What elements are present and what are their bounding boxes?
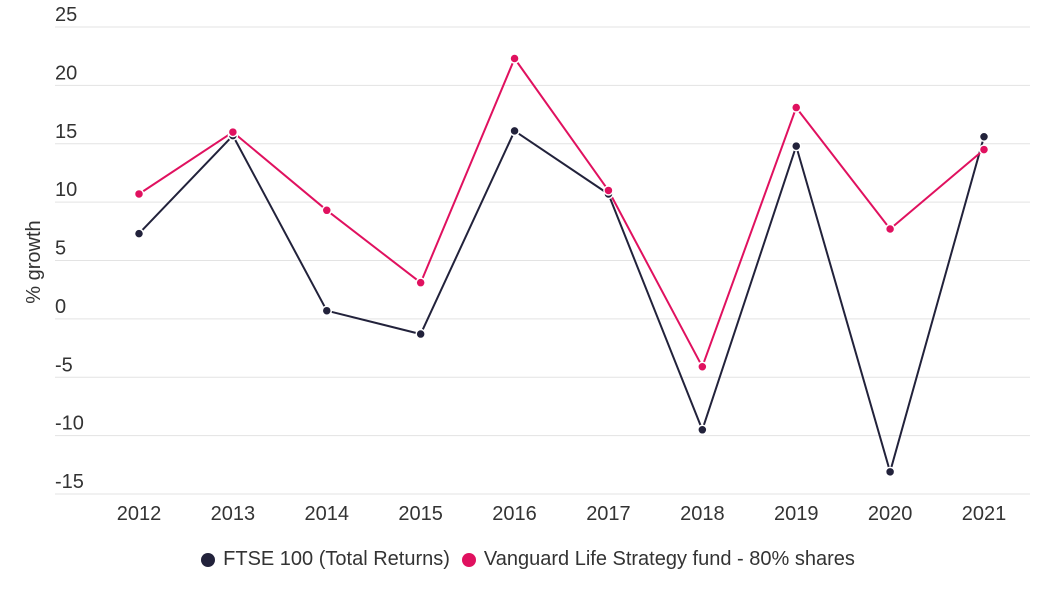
series-line-0: [138, 129, 985, 473]
y-tick-label-5: 5: [55, 238, 66, 260]
x-tick-label-2016: 2016: [492, 503, 537, 525]
y-axis-title: % growth: [23, 220, 45, 303]
data-point-s0-2014[interactable]: [321, 305, 333, 316]
y-tick-label--10: -10: [55, 413, 84, 435]
data-point-s1-2016[interactable]: [509, 53, 520, 64]
x-tick-label-2014: 2014: [305, 503, 350, 525]
data-point-s1-2015[interactable]: [415, 277, 426, 288]
gridlines: [55, 26, 1030, 495]
data-point-s0-2018[interactable]: [697, 424, 708, 436]
series-lines: [138, 57, 985, 473]
series-points: [133, 53, 990, 478]
y-tick-label-10: 10: [55, 179, 77, 201]
x-tick-label-2017: 2017: [586, 503, 631, 525]
data-point-s0-2020[interactable]: [884, 466, 896, 478]
data-point-s1-2018[interactable]: [697, 361, 708, 372]
y-tick-label-0: 0: [55, 296, 66, 318]
y-tick-label-15: 15: [55, 121, 77, 143]
legend-label-vanguard: Vanguard Life Strategy fund - 80% shares: [483, 548, 855, 570]
data-point-s1-2017[interactable]: [603, 185, 614, 196]
legend-marker-ftse: [201, 552, 216, 567]
x-tick-label-2019: 2019: [774, 503, 819, 525]
data-point-s1-2020[interactable]: [884, 223, 896, 235]
data-point-s0-2019[interactable]: [790, 140, 802, 152]
data-point-s0-2021[interactable]: [978, 131, 990, 142]
x-tick-label-2015: 2015: [398, 503, 443, 525]
legend-item-vanguard[interactable]: Vanguard Life Strategy fund - 80% shares: [461, 548, 855, 571]
y-tick-label--15: -15: [55, 471, 84, 493]
x-tick-label-2020: 2020: [868, 503, 913, 525]
data-point-s1-2021[interactable]: [978, 144, 990, 155]
x-tick-label-2013: 2013: [211, 503, 256, 525]
data-point-s1-2014[interactable]: [321, 205, 333, 216]
x-tick-label-2012: 2012: [117, 503, 162, 525]
data-point-s0-2012[interactable]: [133, 228, 145, 239]
legend-marker-vanguard: [461, 552, 476, 567]
y-tick-label--5: -5: [55, 354, 73, 376]
data-point-s1-2012[interactable]: [133, 188, 145, 200]
data-point-s1-2013[interactable]: [227, 126, 239, 138]
y-axis-ticks: 25 20 15 10 5 0 -5 -10 -15: [55, 4, 84, 493]
series-line-1: [138, 57, 985, 368]
legend: FTSE 100 (Total Returns) Vanguard Life S…: [0, 548, 1056, 571]
x-tick-label-2021: 2021: [962, 503, 1007, 525]
data-point-s0-2015[interactable]: [415, 328, 426, 340]
x-axis-ticks: 2012 2013 2014 2015 2016 2017 2018 2019 2020 2021: [117, 503, 1007, 525]
data-point-s0-2016[interactable]: [509, 125, 520, 137]
legend-item-ftse[interactable]: FTSE 100 (Total Returns): [201, 548, 450, 571]
y-tick-label-20: 20: [55, 62, 77, 84]
x-tick-label-2018: 2018: [680, 503, 725, 525]
data-point-s1-2019[interactable]: [790, 102, 802, 113]
y-tick-label-25: 25: [55, 4, 77, 26]
legend-label-ftse: FTSE 100 (Total Returns): [223, 548, 450, 570]
